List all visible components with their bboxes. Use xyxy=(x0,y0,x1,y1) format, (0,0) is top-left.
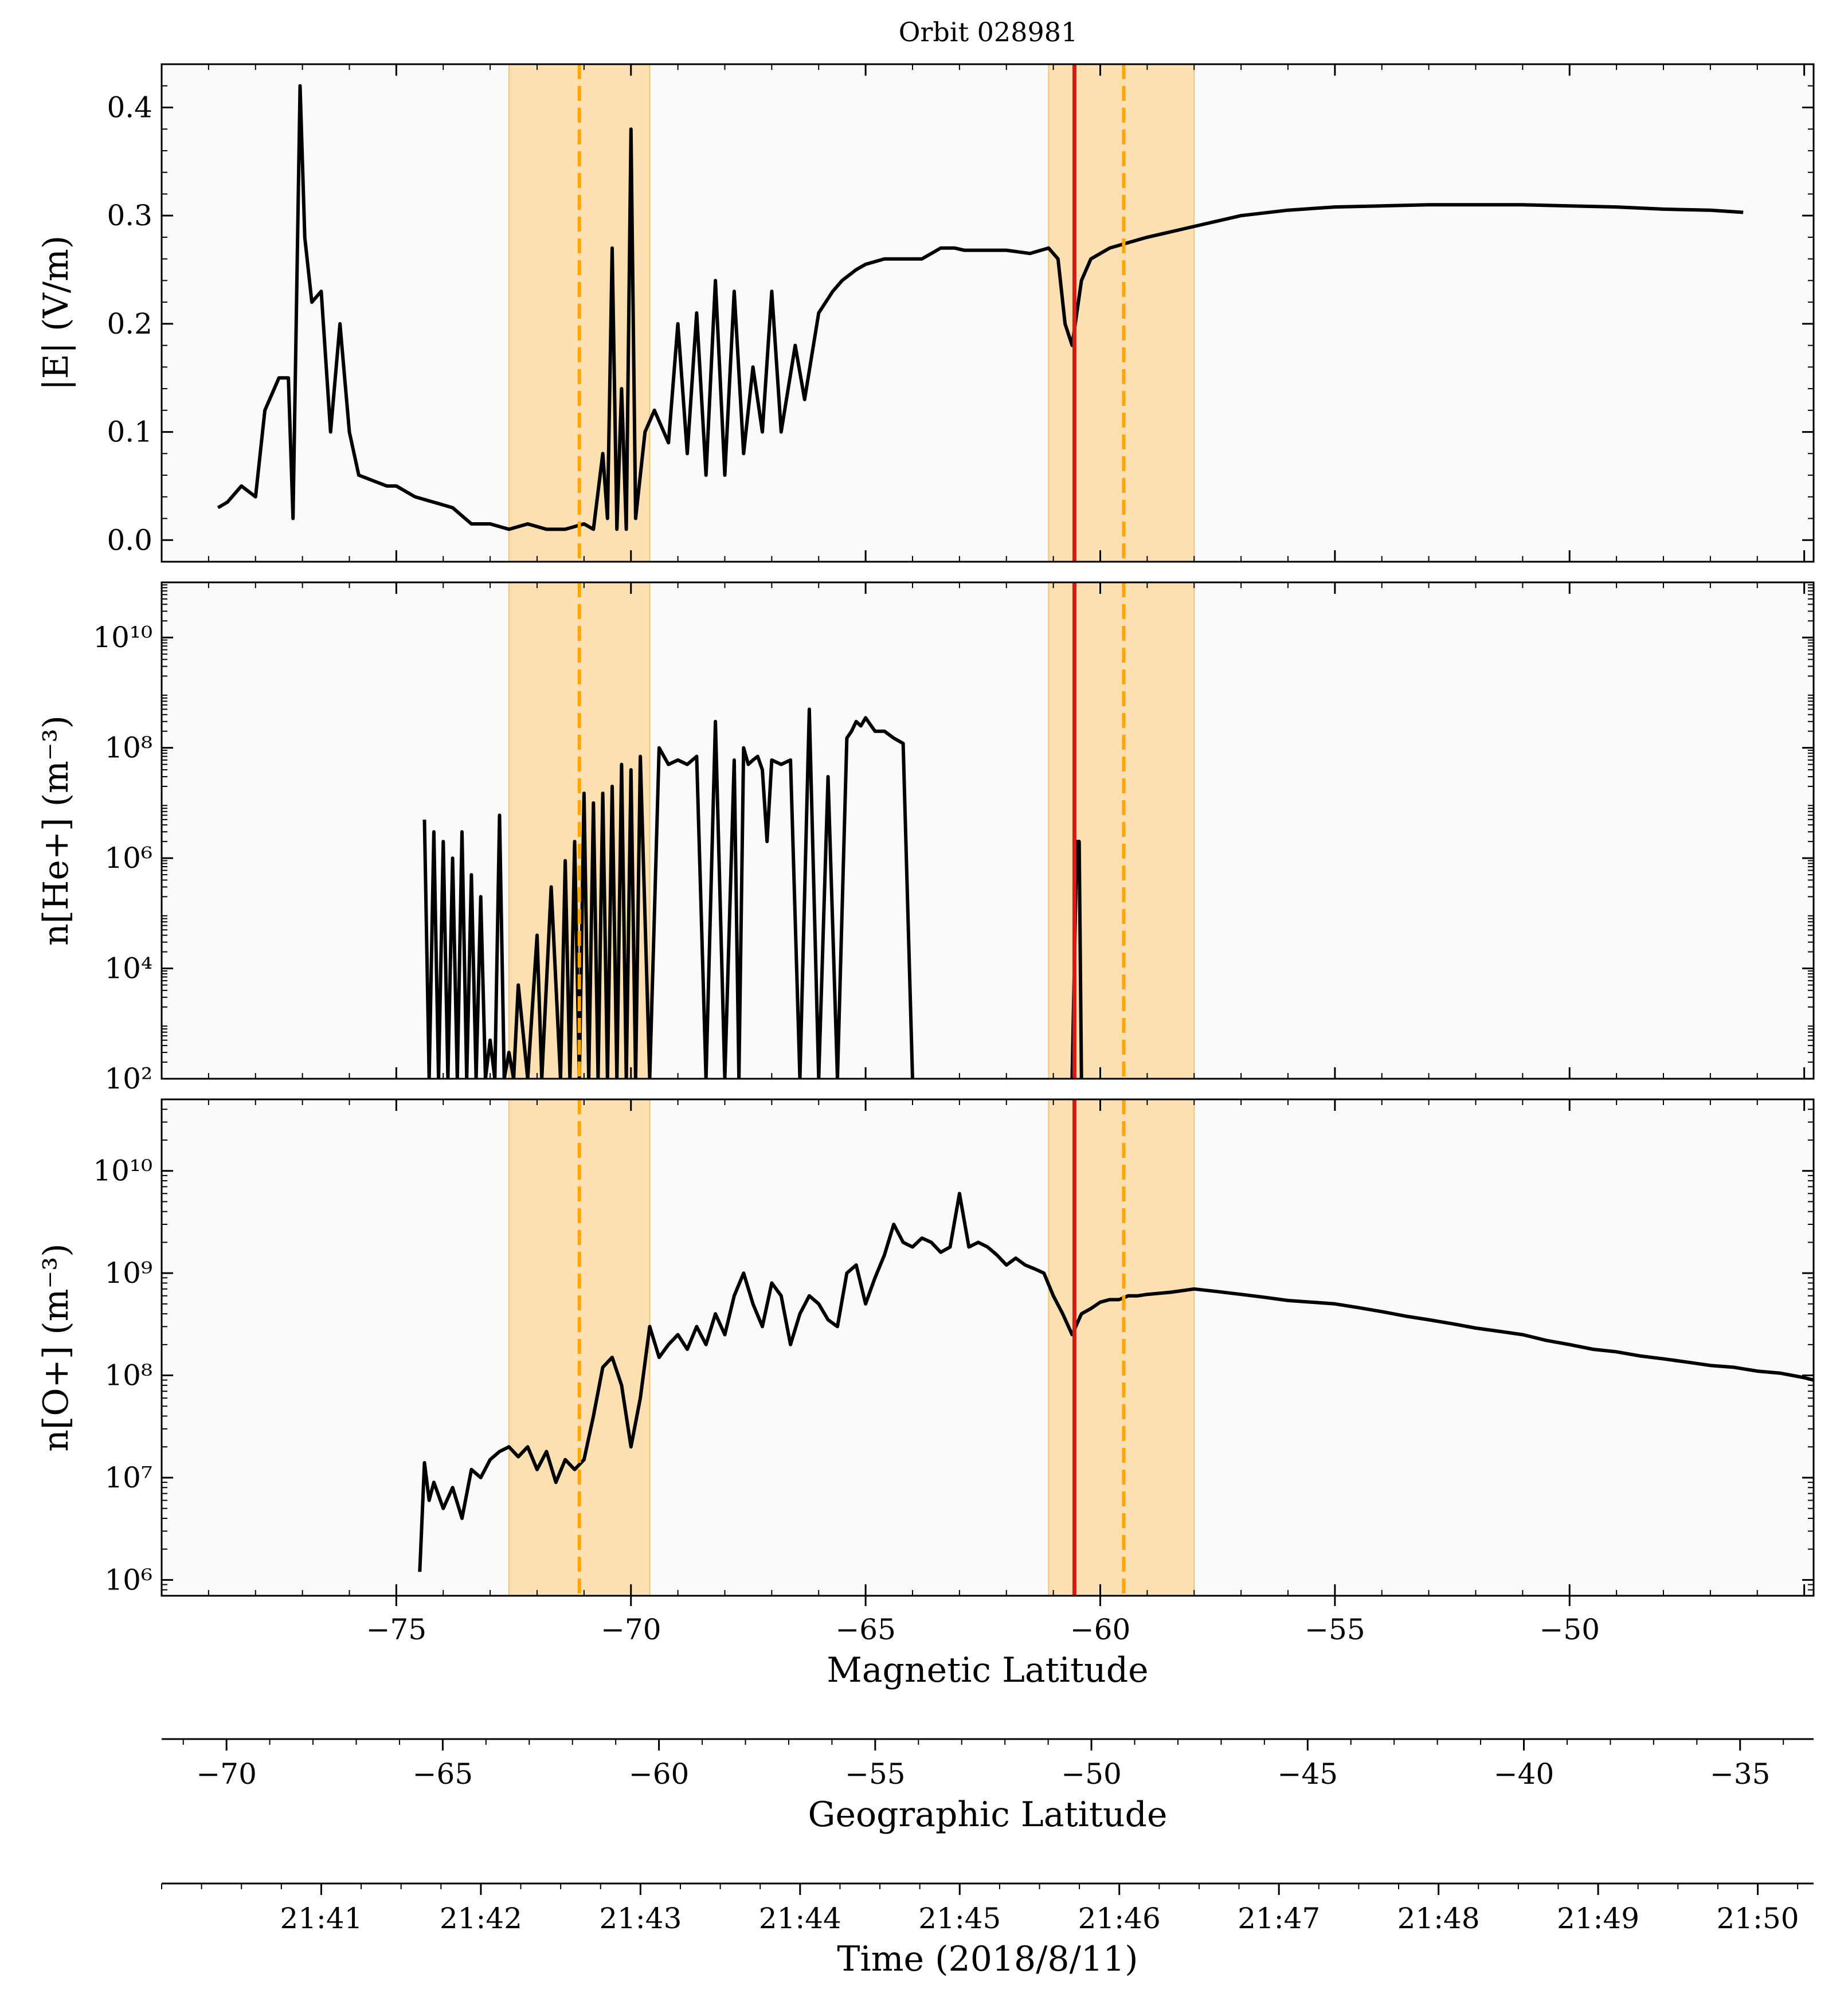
tick-label: −70 xyxy=(196,1757,257,1791)
data-series-line xyxy=(422,707,914,1079)
shaded-region-2 xyxy=(1048,1099,1195,1596)
tick-label: −40 xyxy=(1494,1757,1555,1791)
panel-frame xyxy=(160,63,1815,563)
panel-background xyxy=(162,582,1814,1079)
y-tick-label: 0.0 xyxy=(107,523,152,557)
x-tick-label: −55 xyxy=(1305,1613,1365,1646)
y-tick-label: 10¹⁰ xyxy=(93,621,152,654)
tick-label: −65 xyxy=(413,1757,473,1791)
x-tick-label: −75 xyxy=(366,1613,427,1646)
tick-label: 21:46 xyxy=(1078,1902,1161,1935)
y-axis-label: |E| (V/m) xyxy=(36,236,76,391)
tick-label: 21:48 xyxy=(1397,1902,1480,1935)
y-axis-label: n[He+] (m⁻³) xyxy=(36,715,76,946)
tick-label: −60 xyxy=(629,1757,690,1791)
panels: 0.0 0.1 0.2 0.3 0.4 |E| (V/m) 10² 10⁴ 10⁶ 10⁸ 10¹⁰… xyxy=(36,63,1815,1690)
tick-label: 21:43 xyxy=(599,1902,682,1935)
y-tick-label: 10⁶ xyxy=(104,841,152,875)
tick-label: 21:47 xyxy=(1238,1902,1320,1935)
y-tick-label: 10⁸ xyxy=(104,731,152,765)
axis-label: Time (2018/8/11) xyxy=(837,1939,1138,1979)
panel-frame xyxy=(160,581,1815,1080)
tick-label: −45 xyxy=(1278,1757,1338,1791)
tick-label: 21:42 xyxy=(440,1902,522,1935)
panel-background xyxy=(162,64,1814,562)
tick-label: 21:45 xyxy=(918,1902,1001,1935)
helium-density-panel: 10² 10⁴ 10⁶ 10⁸ 10¹⁰ n[He+] (m⁻³) xyxy=(36,581,1815,1095)
tick-label: 21:50 xyxy=(1716,1902,1799,1935)
y-tick-label: 10⁷ xyxy=(104,1461,152,1494)
x-tick-label: −50 xyxy=(1539,1613,1600,1646)
y-tick-label: 10¹⁰ xyxy=(93,1154,152,1188)
panel-background xyxy=(162,1099,1814,1596)
axis-label: Geographic Latitude xyxy=(808,1795,1168,1835)
tick-label: −35 xyxy=(1710,1757,1771,1791)
secondary-axes: −70 −65 −60 −55 −50 −45 −40 −35 Geographic Latit… xyxy=(161,1738,1814,1979)
geographic-latitude-axis: −70 −65 −60 −55 −50 −45 −40 −35 Geographic Latit… xyxy=(162,1738,1814,1835)
y-tick-label: 10⁹ xyxy=(104,1256,152,1290)
data-series-line xyxy=(418,1192,1814,1572)
y-tick-label: 10⁸ xyxy=(104,1359,152,1392)
y-tick-label: 10⁶ xyxy=(104,1563,152,1596)
electric-field-panel: 0.0 0.1 0.2 0.3 0.4 |E| (V/m) xyxy=(36,63,1815,563)
y-tick-label: 0.2 xyxy=(107,307,152,340)
tick-label: 21:44 xyxy=(759,1902,841,1935)
x-axis-label: Magnetic Latitude xyxy=(827,1650,1148,1690)
y-axis-label: n[O+] (m⁻³) xyxy=(36,1243,76,1451)
time-axis: 21:41 21:42 21:43 21:44 21:45 21:46 21:47 21:48… xyxy=(161,1882,1814,1979)
tick-label: 21:49 xyxy=(1557,1902,1639,1935)
x-tick-label: −70 xyxy=(601,1613,661,1646)
tick-label: 21:41 xyxy=(280,1902,362,1935)
oxygen-density-panel: 10⁶ 10⁷ 10⁸ 10⁹ 10¹⁰ −75 −70 −65 −60 −55 −50 Magnet… xyxy=(36,1098,1815,1690)
y-tick-label: 10² xyxy=(104,1062,152,1095)
shaded-region-2 xyxy=(1048,64,1195,562)
y-tick-label: 0.1 xyxy=(107,416,152,449)
panel-frame xyxy=(160,1098,1815,1597)
x-tick-label: −65 xyxy=(835,1613,896,1646)
tick-label: −55 xyxy=(845,1757,906,1791)
figure-title: Orbit 028981 xyxy=(899,17,1078,48)
x-tick-label: −60 xyxy=(1070,1613,1131,1646)
y-tick-label: 0.3 xyxy=(107,199,152,232)
y-tick-label: 10⁴ xyxy=(104,952,152,985)
y-tick-label: 0.4 xyxy=(107,91,152,124)
tick-label: −50 xyxy=(1061,1757,1122,1791)
shaded-region-2 xyxy=(1048,582,1195,1079)
